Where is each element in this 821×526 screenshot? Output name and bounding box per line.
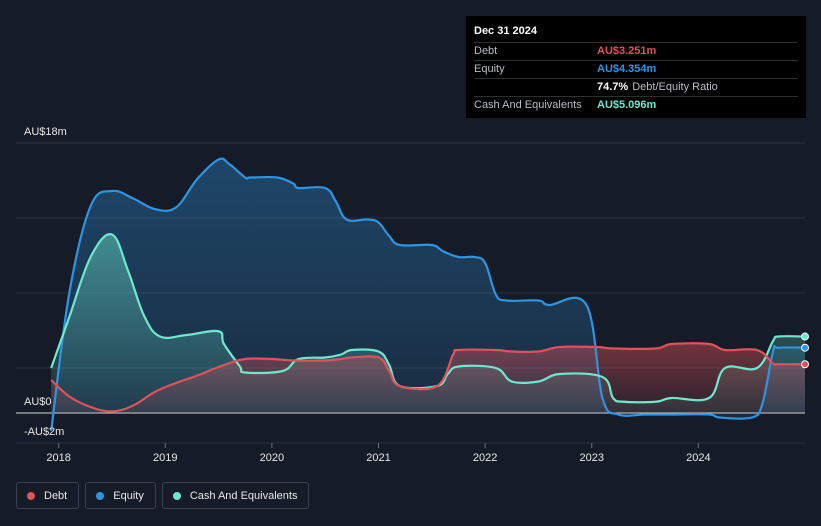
x-tick-label: 2019 <box>153 452 177 464</box>
chart-legend: Debt Equity Cash And Equivalents <box>16 482 310 509</box>
tooltip-row-cash: Cash And Equivalents AU$5.096m <box>474 97 798 114</box>
legend-item-cash[interactable]: Cash And Equivalents <box>161 482 310 509</box>
x-tick-label: 2021 <box>366 452 390 464</box>
legend-item-equity[interactable]: Equity <box>85 482 156 509</box>
series-areas <box>51 158 806 431</box>
tooltip-debt-value: AU$3.251m <box>597 45 657 57</box>
equity-line <box>50 157 806 432</box>
x-tick-label: 2024 <box>686 452 710 464</box>
x-tick-label: 2022 <box>473 452 497 464</box>
tooltip-panel: Dec 31 2024 Debt AU$3.251m Equity AU$4.3… <box>466 16 806 118</box>
equity-end-marker <box>801 343 809 352</box>
tooltip-date: Dec 31 2024 <box>474 24 798 43</box>
y-tick-label: AU$18m <box>24 126 67 138</box>
y-tick-label: AU$0 <box>24 396 52 408</box>
x-tick-label: 2020 <box>260 452 284 464</box>
tooltip-equity-value: AU$4.354m <box>597 63 657 75</box>
series-end-markers <box>801 332 809 369</box>
tooltip-cash-label: Cash And Equivalents <box>474 99 582 111</box>
legend-item-debt[interactable]: Debt <box>16 482 80 509</box>
legend-cash-label: Cash And Equivalents <box>189 489 298 502</box>
tooltip-row-equity: Equity AU$4.354m <box>474 61 798 79</box>
tooltip-equity-label: Equity <box>474 63 505 75</box>
tooltip-row-ratio: 74.7% Debt/Equity Ratio <box>474 79 798 97</box>
tooltip-cash-value: AU$5.096m <box>597 99 657 111</box>
equity-dot-icon <box>96 491 105 500</box>
series-lines <box>50 157 806 432</box>
y-tick-label: -AU$2m <box>24 426 64 438</box>
tooltip-ratio-value: 74.7% <box>597 81 629 93</box>
legend-debt-label: Debt <box>44 489 68 502</box>
tooltip-ratio-label: Debt/Equity Ratio <box>632 81 718 93</box>
tooltip-debt-label: Debt <box>474 45 498 57</box>
cash-end-marker <box>801 332 809 341</box>
cash-dot-icon <box>172 491 181 500</box>
debt-end-marker <box>801 360 809 369</box>
x-tick-label: 2018 <box>46 452 70 464</box>
tooltip-row-debt: Debt AU$3.251m <box>474 43 798 61</box>
legend-equity-label: Equity <box>113 489 144 502</box>
x-tick-label: 2023 <box>580 452 604 464</box>
debt-line <box>50 342 806 413</box>
axis-labels: AU$18m AU$0 -AU$2m 2018 2019 2020 2021 2022 2023… <box>24 126 711 464</box>
tooltip-ratio-spacer <box>474 79 597 96</box>
debt-dot-icon <box>27 491 35 500</box>
